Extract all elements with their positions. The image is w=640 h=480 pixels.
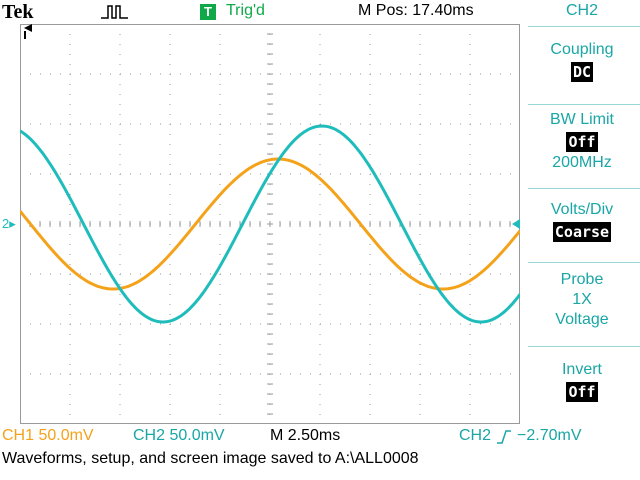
bw-limit-label: BW Limit	[550, 111, 614, 128]
invert-value: Off	[566, 382, 598, 402]
ch2-waveform	[20, 124, 520, 324]
probe-attenuation: 1X	[572, 291, 592, 308]
trigger-level-marker-icon	[512, 219, 520, 229]
volts-div-value: Coarse	[552, 222, 612, 242]
volts-div-label: Volts/Div	[550, 201, 614, 218]
rising-edge-icon	[497, 430, 511, 444]
graticule	[20, 24, 520, 424]
ch1-scale-readout: CH1 50.0mV	[2, 427, 94, 444]
ch2-side-menu: CH2 Coupling DC BW Limit Off 200MHz Volt…	[524, 0, 640, 426]
menu-divider	[528, 188, 640, 189]
bottom-readout-bar: CH1 50.0mV CH2 50.0mV M 2.50ms CH2 −2.70…	[0, 426, 640, 448]
bw-limit-option[interactable]: BW Limit Off 200MHz	[524, 110, 640, 174]
top-status-bar: Tek T Trig'd M Pos: 17.40ms	[0, 0, 520, 24]
status-message: Waveforms, setup, and screen image saved…	[2, 450, 419, 467]
coupling-label: Coupling	[550, 41, 614, 58]
horizontal-position-readout: M Pos: 17.40ms	[358, 2, 474, 19]
trigger-status: Trig'd	[226, 2, 265, 19]
menu-divider	[528, 104, 640, 105]
menu-divider	[528, 262, 640, 263]
trigger-position-stem	[24, 31, 26, 39]
ch2-ground-marker: 2▸	[2, 216, 16, 231]
invert-label: Invert	[561, 361, 602, 378]
volts-div-option[interactable]: Volts/Div Coarse	[524, 200, 640, 242]
trigger-source-readout: CH2	[459, 427, 492, 444]
brand-logo: Tek	[2, 1, 34, 23]
trigger-position-marker-icon	[24, 24, 32, 32]
trigger-badge: T	[200, 4, 216, 20]
probe-label: Probe	[560, 271, 604, 288]
waveform-display	[20, 24, 520, 424]
bw-limit-value: Off	[566, 132, 598, 152]
probe-type: Voltage	[555, 311, 609, 328]
bw-limit-frequency: 200MHz	[552, 154, 612, 171]
coupling-option[interactable]: Coupling DC	[524, 40, 640, 82]
probe-option[interactable]: Probe 1X Voltage	[524, 270, 640, 330]
coupling-value: DC	[570, 62, 594, 82]
menu-divider	[528, 26, 640, 27]
timebase-readout: M 2.50ms	[270, 427, 341, 444]
acquire-run-icon	[101, 5, 128, 19]
ch2-scale-readout: CH2 50.0mV	[133, 427, 225, 444]
trigger-level-readout: −2.70mV	[517, 427, 582, 444]
menu-title: CH2	[565, 2, 598, 19]
menu-divider	[528, 346, 640, 347]
invert-option[interactable]: Invert Off	[524, 360, 640, 402]
